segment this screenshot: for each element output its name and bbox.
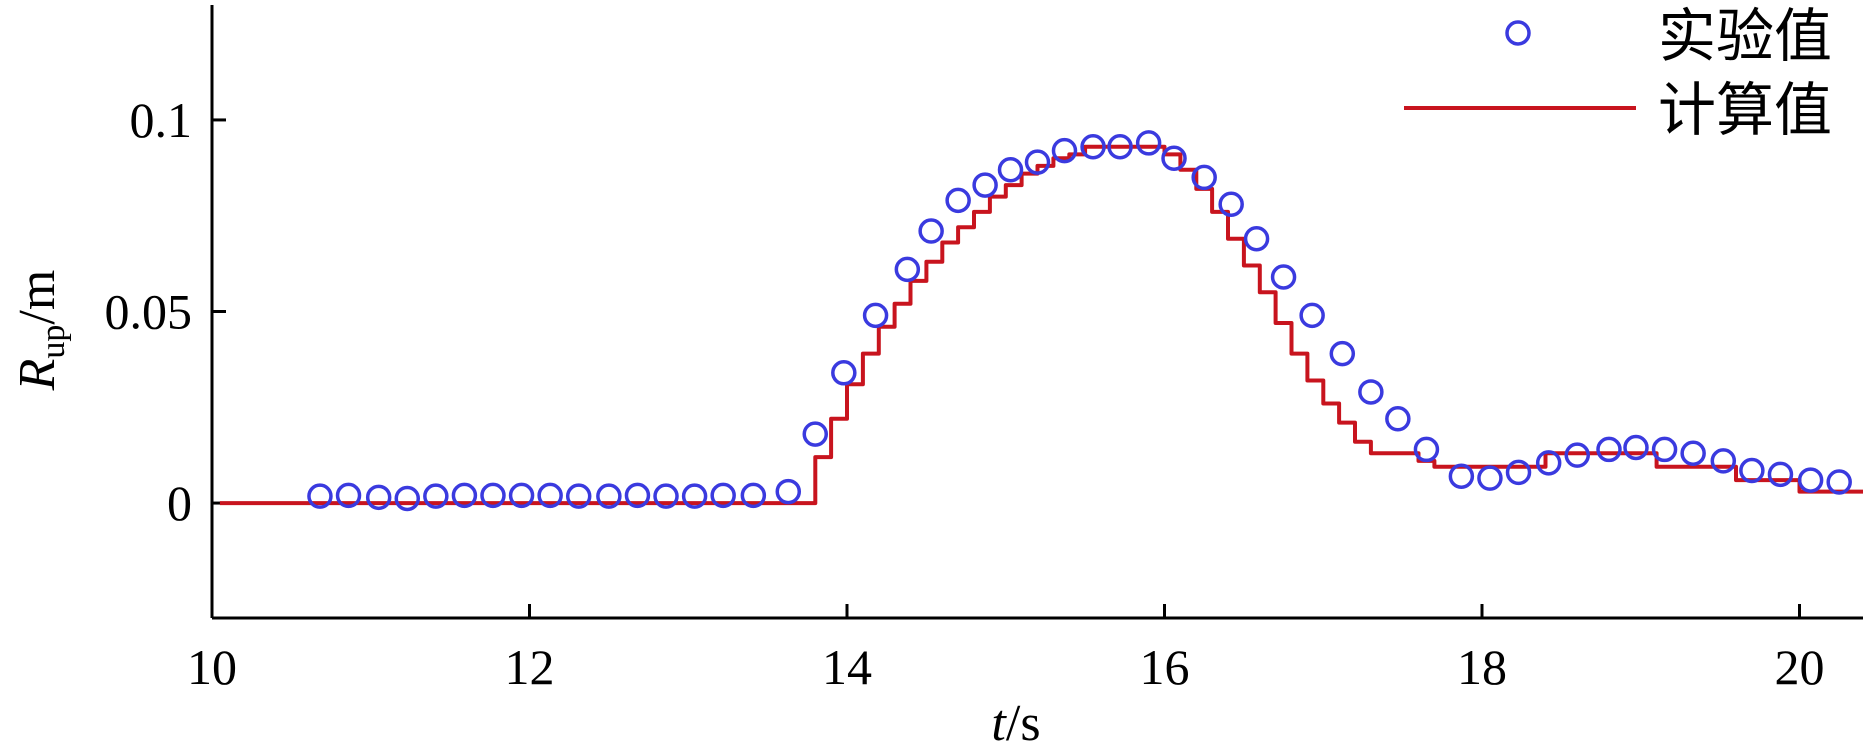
experiment-point bbox=[480, 482, 506, 509]
experiment-point bbox=[1739, 457, 1765, 484]
legend-label-computed: 计算值 bbox=[1658, 76, 1832, 144]
experiment-point bbox=[997, 156, 1024, 183]
experiment-point bbox=[1161, 145, 1187, 171]
experiment-point bbox=[775, 478, 802, 505]
experiment-point bbox=[307, 483, 333, 509]
experiment-point bbox=[1623, 434, 1649, 461]
experiment-point bbox=[945, 187, 971, 214]
experiment-point bbox=[1329, 340, 1356, 367]
experiment-point bbox=[565, 483, 592, 509]
x-tick-label: 10 bbox=[187, 639, 237, 695]
experiment-point bbox=[802, 421, 828, 447]
experiment-point bbox=[1797, 467, 1824, 493]
legend-marker-experiment bbox=[1505, 20, 1531, 46]
experiment-point bbox=[508, 482, 535, 509]
experiment-point bbox=[335, 482, 362, 509]
experiment-point bbox=[1477, 465, 1503, 491]
experiment-point bbox=[740, 482, 767, 509]
experiment-point bbox=[1767, 461, 1794, 488]
y-tick-label: 0.05 bbox=[105, 284, 193, 340]
experiment-point bbox=[1596, 436, 1622, 463]
experiment-point bbox=[1135, 130, 1162, 156]
experiment-point bbox=[1270, 264, 1297, 290]
experiment-point bbox=[1385, 406, 1411, 432]
experiment-point bbox=[537, 482, 563, 509]
experiment-point bbox=[1107, 134, 1133, 160]
x-tick-label: 12 bbox=[505, 639, 555, 695]
experiment-point bbox=[423, 483, 449, 509]
legend-label-experiment: 实验值 bbox=[1658, 2, 1832, 70]
experiment-point bbox=[596, 483, 622, 509]
experiment-point bbox=[1191, 164, 1217, 191]
experiment-point bbox=[624, 482, 651, 509]
experiment-point bbox=[1680, 440, 1706, 467]
experiment-point bbox=[1505, 459, 1532, 486]
experiment-point bbox=[1243, 225, 1270, 252]
experiment-point bbox=[1024, 149, 1051, 175]
experiment-point bbox=[681, 483, 708, 509]
experiment-point bbox=[1358, 379, 1384, 405]
experiment-point bbox=[831, 360, 857, 386]
experiment-point bbox=[710, 482, 736, 509]
axes: 10 12 14 16 18 20 0 0.05 0.1 bbox=[105, 5, 1863, 695]
experiment-point bbox=[1564, 442, 1590, 468]
experiment-point bbox=[653, 483, 679, 509]
computed-series-line bbox=[219, 144, 1863, 506]
y-tick-label: 0 bbox=[167, 475, 192, 531]
experiment-point bbox=[1535, 450, 1562, 476]
experiment-point bbox=[1218, 191, 1244, 217]
y-tick-label: 0.1 bbox=[130, 92, 193, 148]
x-tick-label: 16 bbox=[1140, 639, 1190, 695]
axis-labels: t/s Rup/m bbox=[9, 270, 1041, 752]
x-axis-label: t/s bbox=[991, 695, 1040, 752]
experiment-point bbox=[1710, 448, 1737, 474]
x-tick-label: 14 bbox=[822, 639, 872, 695]
experiment-point bbox=[1651, 436, 1678, 463]
experiment-point bbox=[862, 302, 889, 329]
experiment-point bbox=[1080, 134, 1106, 160]
plot-area bbox=[219, 130, 1863, 512]
experiment-point bbox=[394, 485, 421, 512]
experiment-point bbox=[918, 218, 944, 244]
experiment-point bbox=[1448, 463, 1475, 489]
experiment-point bbox=[451, 482, 478, 509]
experiment-point bbox=[1826, 469, 1852, 495]
experiment-point bbox=[972, 172, 998, 198]
experiment-point bbox=[1051, 137, 1078, 164]
x-tick-label: 18 bbox=[1457, 639, 1507, 695]
x-tick-label: 20 bbox=[1775, 639, 1825, 695]
experiment-point bbox=[365, 484, 392, 511]
experiment-point bbox=[1299, 302, 1325, 329]
experiment-point bbox=[1413, 436, 1440, 463]
experiment-point bbox=[894, 256, 921, 283]
y-axis-label: Rup/m bbox=[9, 270, 72, 392]
